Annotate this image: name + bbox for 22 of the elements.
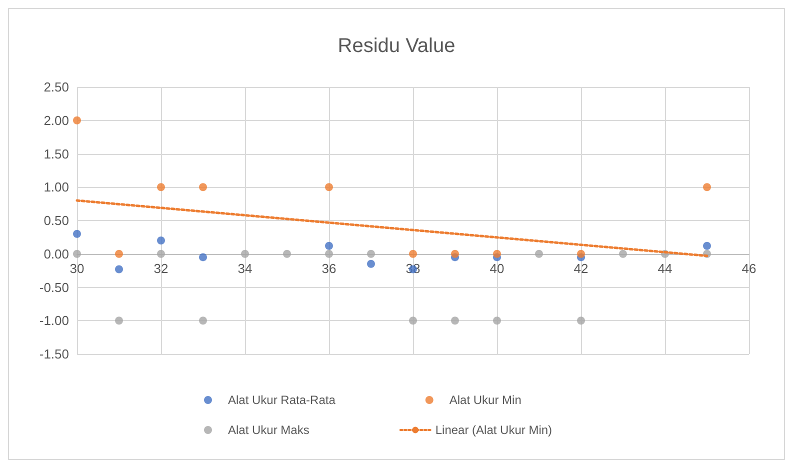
y-tick-label: 0.00 <box>44 246 69 262</box>
y-tick-label: 1.00 <box>44 180 69 195</box>
y-tick-label: 1.50 <box>44 146 69 162</box>
legend-label: Linear (Alat Ukur Min) <box>435 423 552 437</box>
y-tick-label: -1.00 <box>39 313 69 328</box>
legend-label: Alat Ukur Rata-Rata <box>228 393 336 407</box>
x-tick-label: 46 <box>742 260 756 276</box>
y-tick-label: -0.50 <box>39 280 69 295</box>
x-tick-label: 30 <box>70 260 84 276</box>
y-tick-label: 2.00 <box>44 112 69 128</box>
legend-label: Alat Ukur Min <box>449 393 522 407</box>
x-tick-label: 42 <box>574 260 588 276</box>
x-tick-label: 44 <box>658 260 672 276</box>
y-tick-label: -1.50 <box>39 346 69 362</box>
legend-label: Alat Ukur Maks <box>228 423 310 437</box>
y-tick-label: 2.50 <box>44 80 69 94</box>
x-tick-label: 36 <box>322 260 336 276</box>
chart-title: Residu Value <box>338 35 456 57</box>
x-tick-label: 34 <box>238 260 252 276</box>
x-tick-label: 40 <box>490 260 504 276</box>
y-tick-label: 0.50 <box>44 213 69 228</box>
x-tick-label: 32 <box>154 260 168 276</box>
